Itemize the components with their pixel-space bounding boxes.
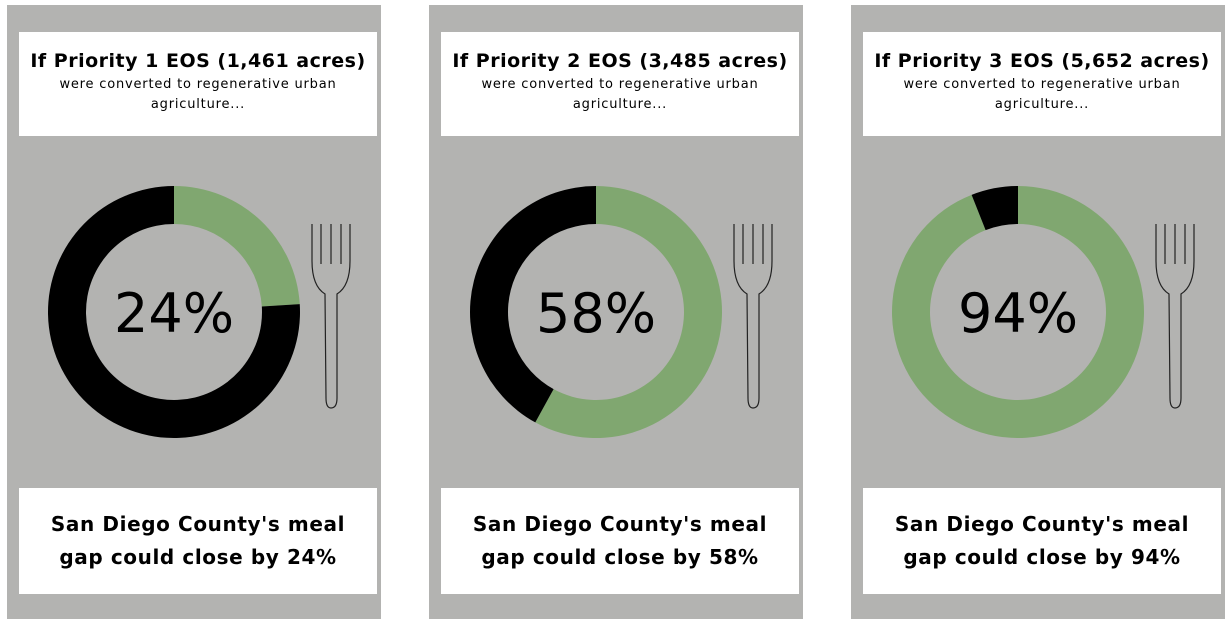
donut-slice [535,186,722,438]
footer: San Diego County's meal gap could close … [50,512,346,569]
panel: If Priority 3 EOS (5,652 acres) were conv… [851,5,1225,619]
donut-chart: 24% [48,186,351,438]
panel: If Priority 1 EOS (1,461 acres) were conv… [7,5,381,619]
footer-box: San Diego County's meal gap could close … [19,488,377,594]
footer: San Diego County's meal gap could close … [472,512,768,569]
subtitle: were converted to regenerative urban agr… [59,77,337,112]
title: If Priority 1 EOS (1,461 acres) [30,50,366,72]
donut-chart: 94% [892,186,1195,438]
footer-box: San Diego County's meal gap could close … [441,488,799,594]
donut-slice [174,186,300,307]
subtitle: were converted to regenerative urban agr… [481,77,759,112]
title: If Priority 2 EOS (3,485 acres) [452,50,788,72]
donut-chart: 58% [469,186,773,438]
fork-icon [1155,224,1195,409]
footer: San Diego County's meal gap could close … [894,512,1190,569]
header-box: If Priority 2 EOS (3,485 acres) were conv… [441,32,799,136]
footer-box: San Diego County's meal gap could close … [863,488,1221,594]
center-label: 94% [958,282,1078,345]
header-box: If Priority 1 EOS (1,461 acres) were conv… [19,32,377,136]
subtitle: were converted to regenerative urban agr… [903,77,1181,112]
donut-slice [892,186,1144,438]
center-label: 58% [536,282,656,345]
center-label: 24% [114,282,234,345]
header-box: If Priority 3 EOS (5,652 acres) were conv… [863,32,1221,136]
panel: If Priority 2 EOS (3,485 acres) were conv… [429,5,803,619]
fork-icon [311,224,351,409]
title: If Priority 3 EOS (5,652 acres) [874,50,1210,72]
donut-slice [48,186,300,438]
donut-slice [469,186,596,423]
fork-icon [733,224,773,409]
donut-slice [971,186,1018,231]
